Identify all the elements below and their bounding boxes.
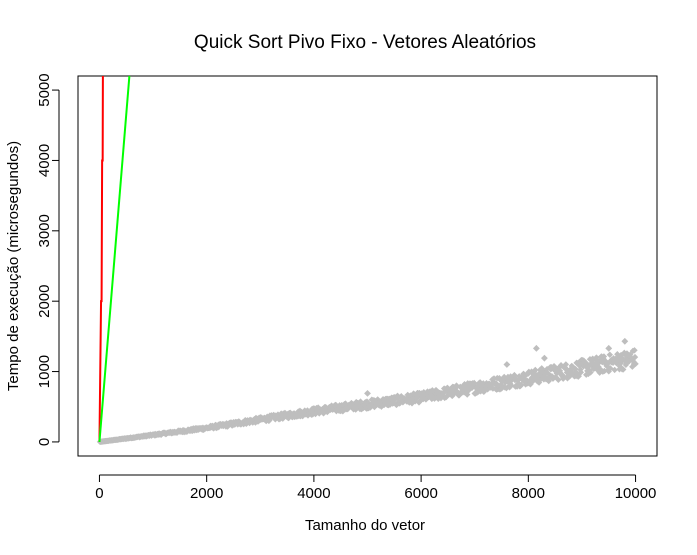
data-point: [576, 362, 583, 370]
x-tick-label: 4000: [297, 485, 330, 502]
y-tick-label: 1000: [36, 355, 53, 388]
y-tick-label: 3000: [36, 214, 53, 247]
data-point: [601, 367, 608, 375]
data-point: [532, 366, 539, 374]
data-point: [620, 366, 627, 373]
data-point: [562, 361, 570, 368]
data-point: [622, 357, 629, 364]
chart-title: Quick Sort Pivo Fixo - Vetores Aleatório…: [194, 32, 536, 53]
data-point: [580, 363, 587, 370]
data-point: [587, 369, 594, 376]
series-line-1: [98, 76, 104, 442]
y-tick-label: 4000: [36, 144, 53, 177]
data-point: [553, 370, 560, 377]
data-point-outlier: [532, 344, 540, 352]
data-point: [541, 373, 549, 380]
data-point: [549, 375, 557, 382]
data-point: [516, 373, 523, 380]
data-point: [552, 373, 559, 381]
data-point: [590, 356, 597, 363]
data-point: [555, 376, 562, 383]
data-point-outlier: [364, 389, 371, 397]
data-point-outlier: [541, 354, 548, 362]
data-point: [464, 391, 471, 398]
data-point: [631, 347, 638, 354]
series-line-2: [98, 76, 131, 443]
data-point: [597, 366, 604, 373]
y-tick-label: 5000: [36, 73, 53, 106]
data-point: [595, 359, 603, 366]
data-point: [577, 366, 584, 373]
y-tick-label: 0: [36, 438, 53, 446]
data-point: [618, 358, 625, 365]
data-point: [577, 369, 585, 376]
x-tick-label: 8000: [512, 485, 545, 502]
data-point: [600, 353, 608, 360]
data-point: [614, 351, 621, 358]
plot-frame: [77, 75, 658, 457]
x-tick-label: 0: [95, 485, 103, 502]
x-axis-label: Tamanho do vetor: [305, 517, 425, 534]
data-points: [96, 337, 639, 446]
data-point: [543, 365, 551, 373]
data-point: [588, 359, 596, 366]
data-point: [632, 360, 639, 368]
data-point: [594, 367, 602, 374]
data-point: [625, 358, 633, 365]
data-point: [629, 363, 636, 370]
data-point: [529, 378, 536, 385]
x-tick-label: 10000: [615, 485, 657, 502]
data-point-outlier: [605, 344, 613, 352]
y-tick-label: 2000: [36, 284, 53, 317]
data-point: [556, 364, 563, 371]
x-tick-label: 6000: [404, 485, 437, 502]
data-point: [538, 371, 545, 378]
data-point: [507, 382, 515, 389]
x-axis: 0 2000 4000 6000 8000 10000: [95, 474, 657, 502]
data-point: [522, 371, 530, 379]
data-point: [609, 359, 617, 366]
data-point: [543, 368, 550, 376]
data-point-outlier: [621, 337, 629, 345]
data-point: [538, 365, 545, 372]
data-point: [604, 360, 611, 367]
data-point: [615, 355, 623, 362]
data-point: [628, 356, 636, 363]
data-point: [595, 363, 602, 371]
data-point: [573, 370, 581, 377]
data-point: [582, 359, 589, 366]
x-tick-label: 2000: [190, 485, 223, 502]
data-point: [607, 365, 614, 372]
y-axis: 0 1000 2000 3000 4000 5000: [36, 73, 60, 446]
data-point: [606, 351, 614, 358]
data-point: [518, 381, 525, 389]
data-point-outlier: [503, 361, 511, 368]
data-lines: [98, 76, 131, 443]
data-point-outlier: [246, 417, 253, 425]
data-point: [631, 353, 639, 361]
data-point: [611, 366, 618, 374]
data-point: [591, 364, 599, 372]
y-axis-label: Tempo de execução (microsegundos): [5, 141, 22, 391]
